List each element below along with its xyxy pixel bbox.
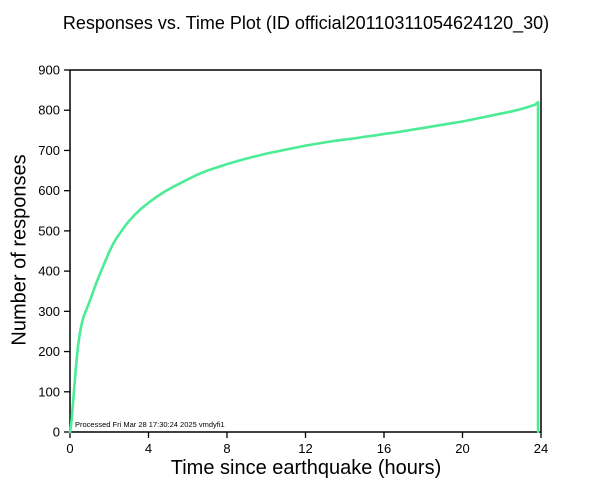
y-tick-label: 100 [38, 384, 60, 399]
y-tick-label: 500 [38, 223, 60, 238]
chart-title: Responses vs. Time Plot (ID official2011… [62, 13, 550, 33]
response-curve [68, 100, 540, 434]
y-tick-label: 200 [38, 344, 60, 359]
x-tick-label: 24 [534, 441, 548, 456]
plot-frame [69, 69, 542, 433]
x-tick-label: 0 [66, 441, 73, 456]
y-tick-label: 0 [53, 425, 60, 440]
y-tick-label: 800 [38, 103, 60, 118]
processed-annotation: Processed Fri Mar 28 17:30:24 2025 vmdyf… [75, 420, 225, 429]
x-axis-title: Time since earthquake (hours) [170, 457, 442, 479]
y-tick-label: 900 [38, 63, 60, 78]
x-tick-label: 12 [298, 441, 312, 456]
y-tick-label: 400 [38, 264, 60, 279]
x-tick-label: 16 [377, 441, 391, 456]
y-tick-label: 700 [38, 143, 60, 158]
x-tick-label: 20 [455, 441, 469, 456]
x-tick-label: 4 [145, 441, 152, 456]
x-tick-label: 8 [223, 441, 230, 456]
y-tick-label: 300 [38, 304, 60, 319]
y-tick-label: 600 [38, 183, 60, 198]
